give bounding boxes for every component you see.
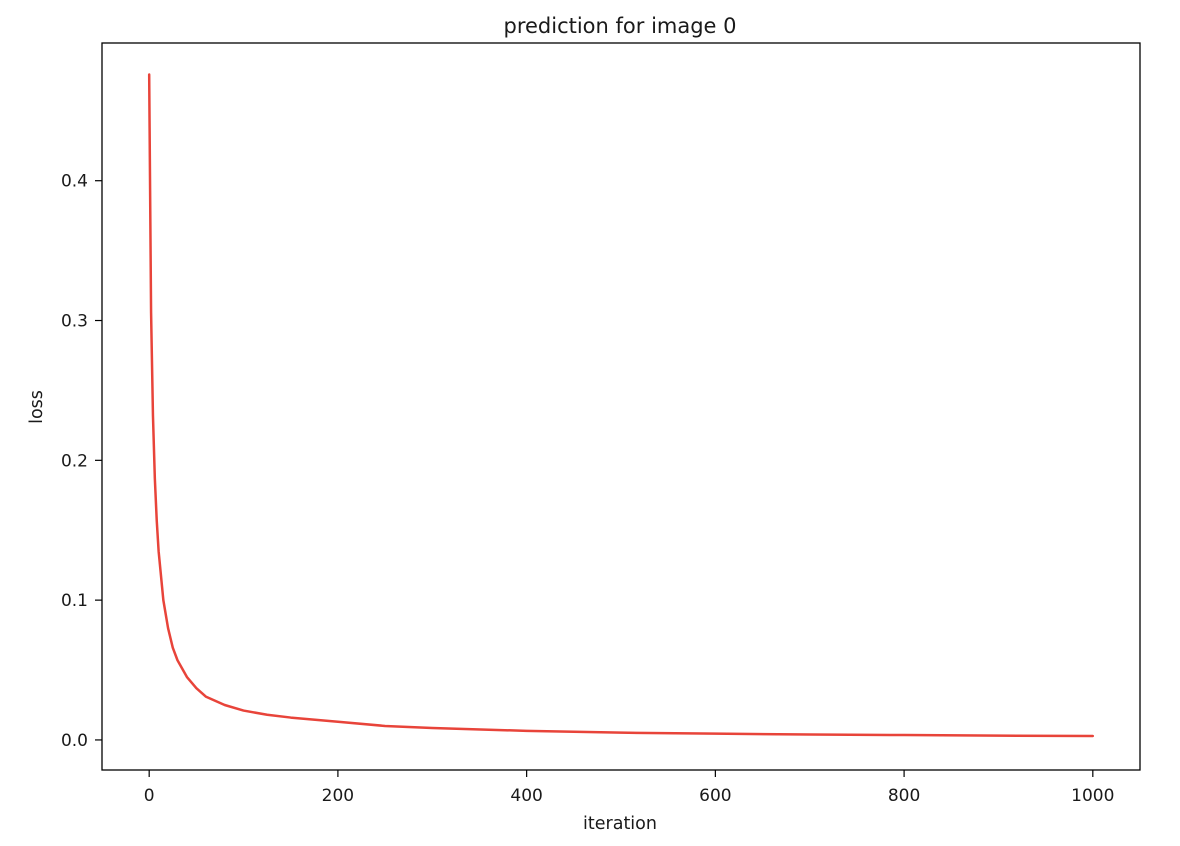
plot-area-frame [101, 42, 1141, 771]
x-tick-label: 0 [144, 786, 155, 806]
x-tick-label: 600 [699, 786, 731, 806]
x-axis-label: iteration [583, 814, 657, 834]
y-tick-label: 0.4 [61, 172, 88, 192]
y-tick-label: 0.1 [61, 591, 88, 611]
chart-title: prediction for image 0 [503, 14, 736, 38]
x-tick-label: 1000 [1071, 786, 1114, 806]
x-tick-label: 800 [888, 786, 920, 806]
y-tick-label: 0.0 [61, 731, 88, 751]
y-tick-label: 0.2 [61, 451, 88, 471]
loss-curve [147, 73, 1095, 738]
y-axis-ticks: 0.0 0.1 0.2 0.3 0.4 [61, 172, 102, 751]
x-tick-label: 200 [322, 786, 354, 806]
y-tick-label: 0.3 [61, 312, 88, 332]
y-axis-label: loss [27, 390, 47, 424]
x-axis-ticks: 0 200 400 600 800 1000 [144, 770, 1114, 806]
x-tick-label: 400 [510, 786, 542, 806]
